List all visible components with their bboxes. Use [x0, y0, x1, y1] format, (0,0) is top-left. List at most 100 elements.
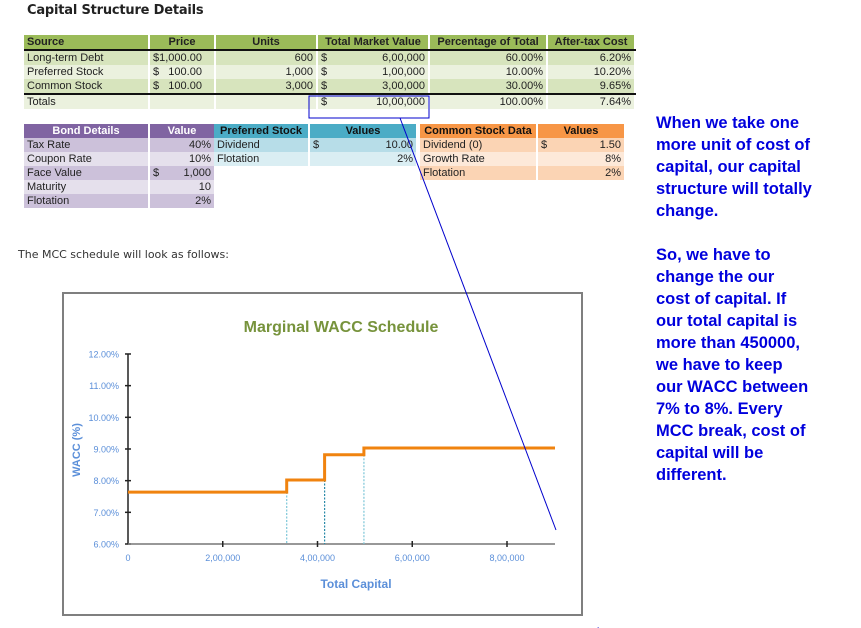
- cell-label: Flotation: [420, 166, 538, 180]
- table-row: Flotation 2%: [214, 152, 418, 166]
- annotation-line: more unit of cost of: [656, 136, 810, 154]
- cell-tmv: $3,00,000: [317, 79, 430, 95]
- cell-value: 2%: [309, 152, 418, 166]
- cell-source: Common Stock: [24, 79, 150, 95]
- cell-value: 10%: [149, 152, 216, 166]
- table-row: Face Value $1,000: [24, 166, 216, 180]
- cell-value: $1,000: [149, 166, 216, 180]
- col-header-preferred-stock: Preferred Stock: [214, 124, 310, 138]
- currency-symbol: $: [321, 52, 328, 64]
- col-header-values: Values: [537, 124, 626, 138]
- mcc-chart-frame: [62, 292, 583, 616]
- annotation-line: change.: [656, 202, 719, 220]
- bond-details-table: Bond Details Value Tax Rate 40% Coupon R…: [24, 124, 216, 208]
- cell-label: Face Value: [24, 166, 150, 180]
- cell-units: 3,000: [215, 79, 318, 95]
- value-text: 2%: [605, 167, 621, 179]
- annotation-line: change the our: [656, 268, 775, 286]
- table-header-row: Common Stock Data Values: [420, 124, 626, 138]
- cell-label: Dividend: [214, 138, 310, 152]
- cell-value: 40%: [149, 138, 216, 152]
- currency-symbol: $: [153, 167, 160, 179]
- table-row: Flotation 2%: [420, 166, 626, 180]
- value-text: 8%: [605, 153, 621, 165]
- col-header-value: Value: [149, 124, 216, 138]
- annotation-line: more than 450000,: [656, 334, 800, 352]
- annotation-line: different.: [656, 466, 727, 484]
- cell-price: $ 100.00: [149, 65, 216, 79]
- col-header-total-market-value: Total Market Value: [317, 35, 430, 51]
- col-header-source: Source: [24, 35, 150, 51]
- cell-percentage: 30.00%: [429, 79, 548, 95]
- value-text: 1,000: [183, 167, 211, 179]
- col-header-price: Price: [149, 35, 216, 51]
- common-stock-table: Common Stock Data Values Dividend (0) $1…: [420, 124, 626, 180]
- annotation-line: capital, our capital: [656, 158, 801, 176]
- cell-totals-label: Totals: [24, 94, 150, 109]
- totals-row: Totals $10,00,000 100.00% 7.64%: [24, 94, 636, 109]
- intro-text: The MCC schedule will look as follows:: [18, 248, 229, 261]
- table-row: Flotation 2%: [24, 194, 216, 208]
- cell-value: 2%: [149, 194, 216, 208]
- cell-cost: 10.20%: [547, 65, 636, 79]
- cell-value: 2%: [537, 166, 626, 180]
- annotation-paragraph-1: When we take one more unit of cost of ca…: [656, 112, 856, 222]
- table-row: Dividend (0) $1.50: [420, 138, 626, 152]
- table-row: Preferred Stock $ 100.00 1,000 $1,00,000…: [24, 65, 636, 79]
- cell-tmv: $6,00,000: [317, 50, 430, 65]
- page-title: Capital Structure Details: [27, 3, 204, 18]
- cell-label: Flotation: [24, 194, 150, 208]
- annotation-paragraph-2: So, we have to change the our cost of ca…: [656, 244, 856, 486]
- cell-percentage: 10.00%: [429, 65, 548, 79]
- cell-price: $ 100.00: [149, 79, 216, 95]
- cell-total-cost: 7.64%: [547, 94, 636, 109]
- capital-structure-table: Source Price Units Total Market Value Pe…: [24, 35, 636, 109]
- cell-label: Growth Rate: [420, 152, 538, 166]
- tmv-value: 6,00,000: [382, 52, 425, 64]
- cell-value: 10: [149, 180, 216, 194]
- cell-value: 8%: [537, 152, 626, 166]
- cell-units: 600: [215, 50, 318, 65]
- cell-label: Coupon Rate: [24, 152, 150, 166]
- cell-source: Long-term Debt: [24, 50, 150, 65]
- currency-symbol: $: [321, 96, 328, 108]
- cell-label: Dividend (0): [420, 138, 538, 152]
- tmv-value: 1,00,000: [382, 66, 425, 78]
- table-header-row: Source Price Units Total Market Value Pe…: [24, 35, 636, 51]
- cell-value: $1.50: [537, 138, 626, 152]
- value-text: 10.00: [385, 139, 413, 151]
- cell-label: Tax Rate: [24, 138, 150, 152]
- cell-empty: [215, 94, 318, 109]
- annotation-line: our WACC between: [656, 378, 809, 396]
- col-header-values: Values: [309, 124, 418, 138]
- annotation-line: capital will be: [656, 444, 764, 462]
- cell-cost: 6.20%: [547, 50, 636, 65]
- col-header-units: Units: [215, 35, 318, 51]
- table-row: Maturity 10: [24, 180, 216, 194]
- currency-symbol: $: [321, 80, 328, 92]
- table-header-row: Bond Details Value: [24, 124, 216, 138]
- cell-total-percentage: 100.00%: [429, 94, 548, 109]
- stray-mark: ,: [597, 621, 599, 628]
- annotation-line: When we take one: [656, 114, 800, 132]
- tmv-value: 3,00,000: [382, 80, 425, 92]
- currency-symbol: $: [321, 66, 328, 78]
- annotation-line: our total capital is: [656, 312, 798, 330]
- table-row: Long-term Debt $1,000.00 600 $6,00,000 6…: [24, 50, 636, 65]
- cell-total-tmv: $10,00,000: [317, 94, 430, 109]
- cell-units: 1,000: [215, 65, 318, 79]
- value-text: 40%: [188, 139, 211, 151]
- table-row: Growth Rate 8%: [420, 152, 626, 166]
- annotation-line: MCC break, cost of: [656, 422, 806, 440]
- currency-symbol: $: [313, 139, 320, 151]
- table-row: Dividend $10.00: [214, 138, 418, 152]
- currency-symbol: $: [541, 139, 548, 151]
- table-row: Common Stock $ 100.00 3,000 $3,00,000 30…: [24, 79, 636, 95]
- cell-empty: [149, 94, 216, 109]
- table-row: Coupon Rate 10%: [24, 152, 216, 166]
- cell-price: $1,000.00: [149, 50, 216, 65]
- value-text: 2%: [195, 195, 211, 207]
- preferred-stock-table: Preferred Stock Values Dividend $10.00 F…: [214, 124, 418, 166]
- value-text: 10: [198, 181, 211, 193]
- cell-cost: 9.65%: [547, 79, 636, 95]
